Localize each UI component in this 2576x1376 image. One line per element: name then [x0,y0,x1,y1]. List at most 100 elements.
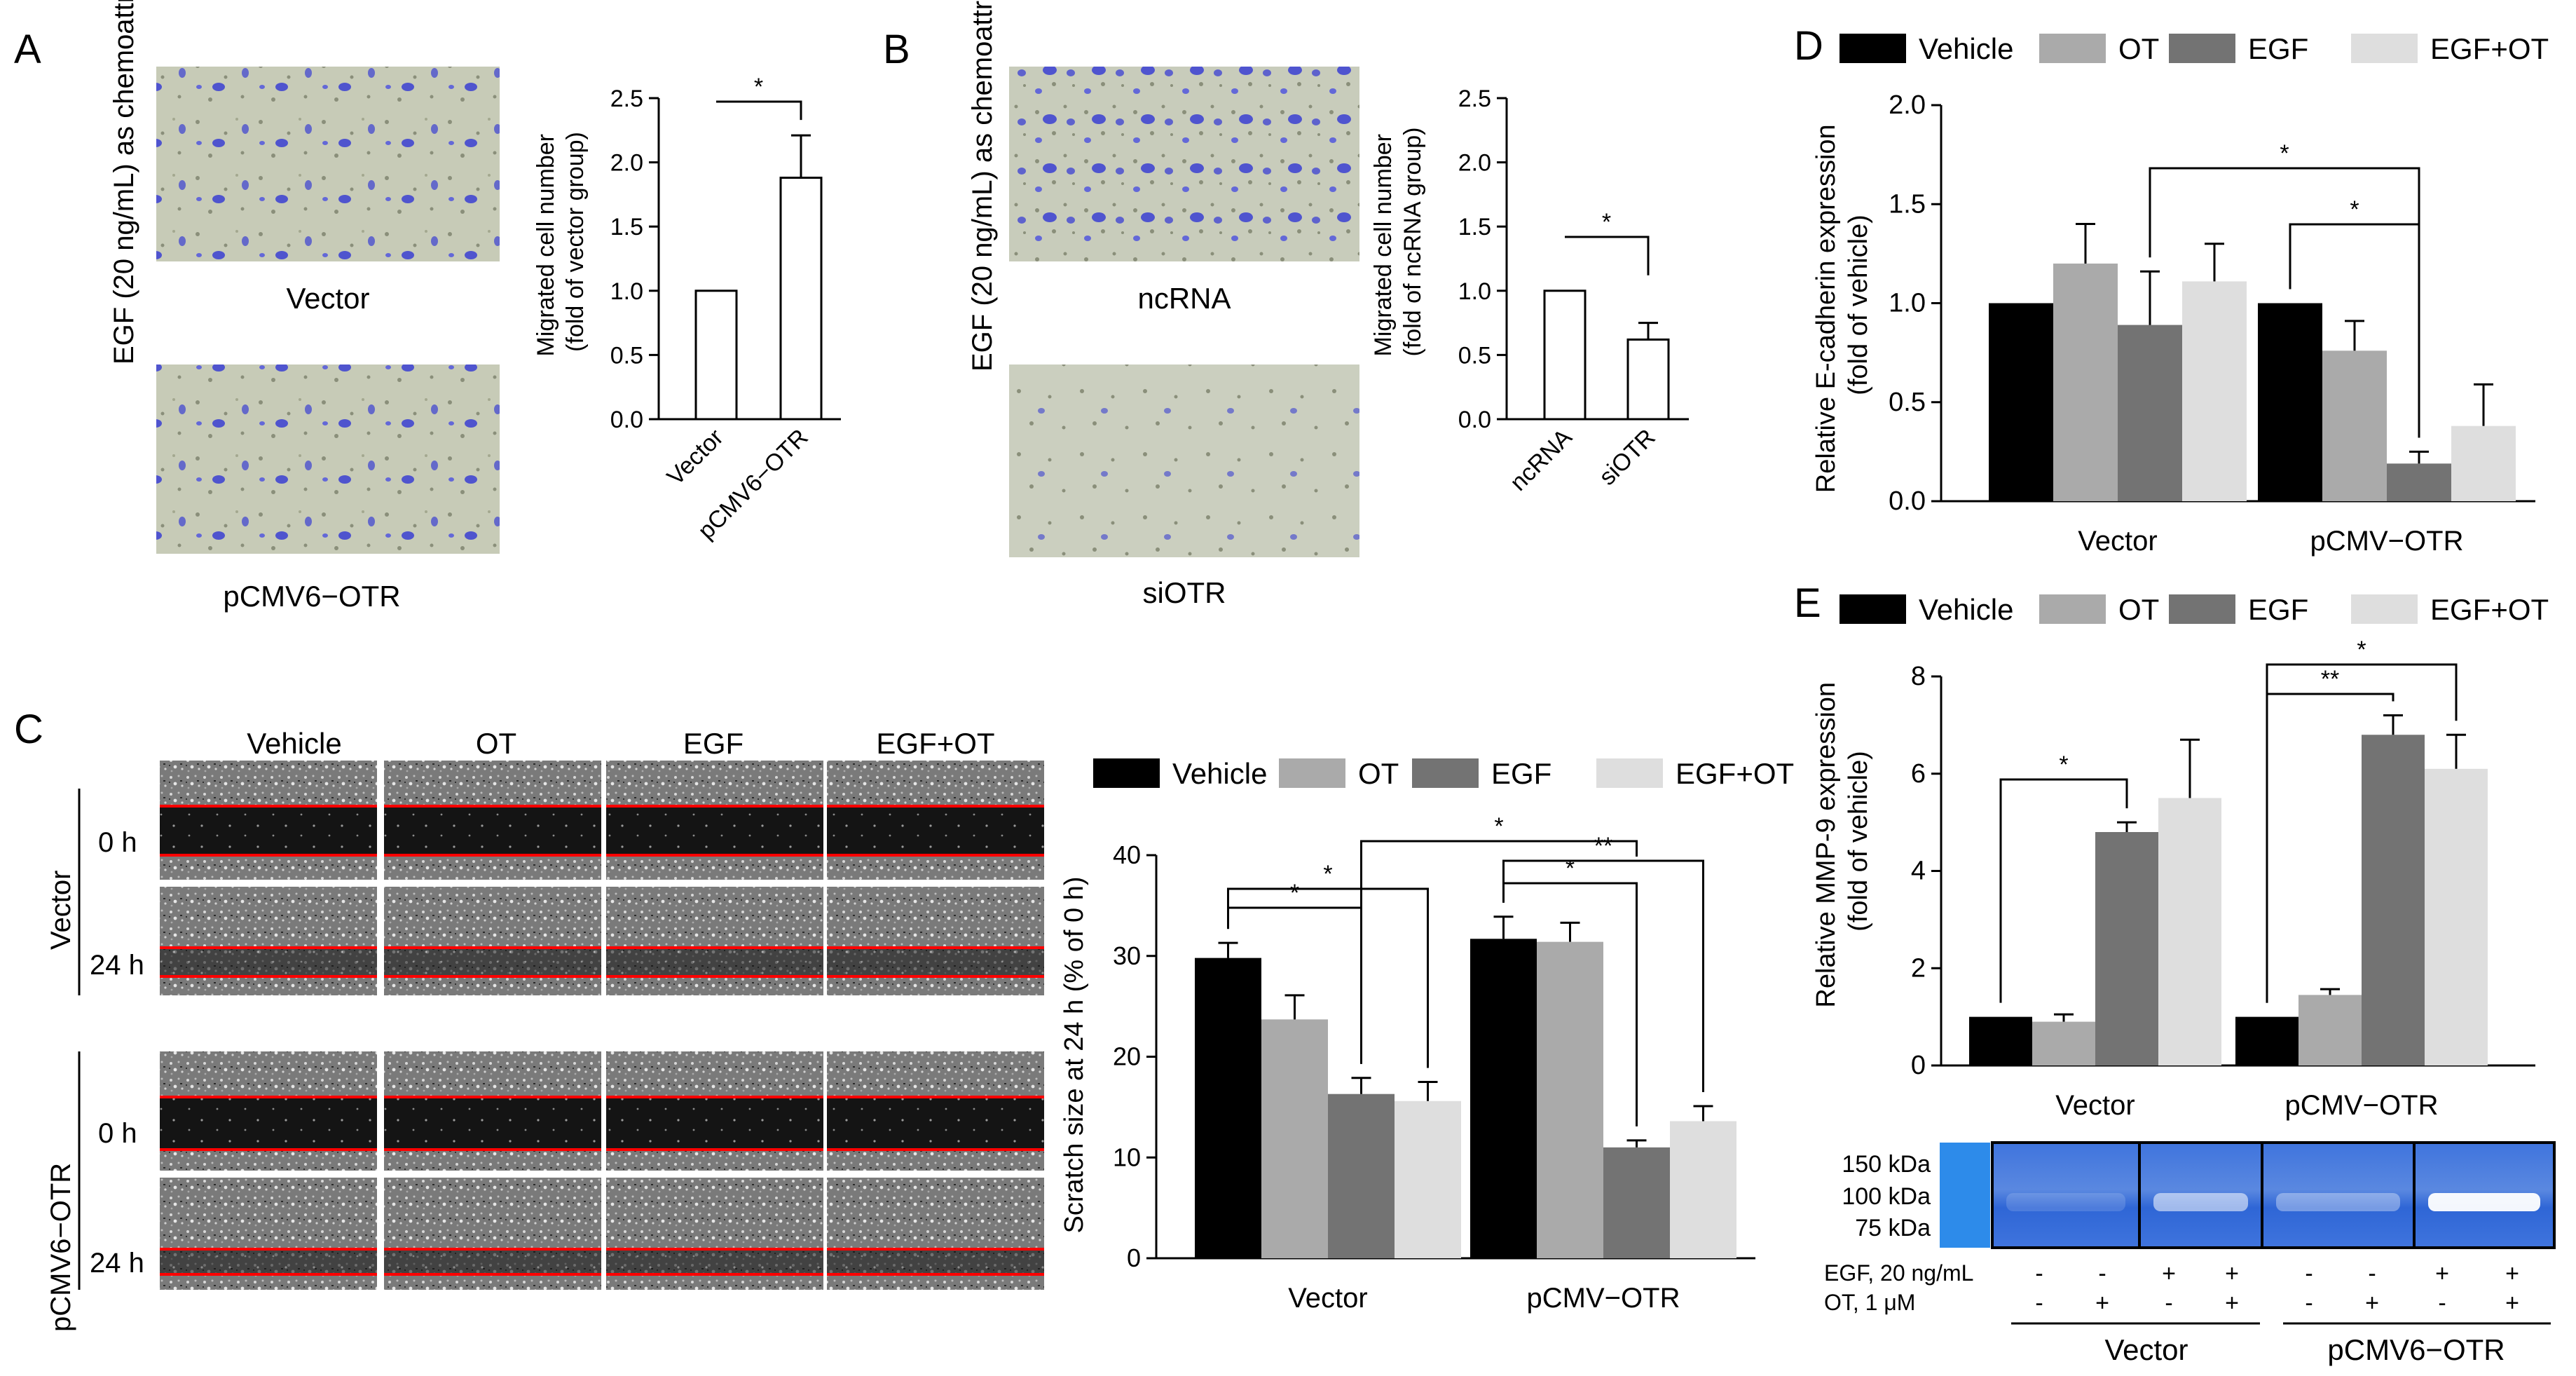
gel-sign-table: - - + + - - + + - + - + - + - + [2035,1260,2519,1316]
panel-c-column-label-vehicle: Vehicle [247,727,341,760]
panel-letter-b: B [883,27,910,72]
sig-c-veh-egfot-vector-label: * [1323,861,1332,887]
panel-c-group-label-otr: pCMV6−OTR [46,1163,76,1332]
bar-egf-otr [2362,735,2425,1065]
y-tick-label: 4 [1911,857,1926,886]
gel-ot-sign: - [2305,1290,2313,1316]
sig-e-veh-egfot-otr [2266,663,2458,1003]
scratch-image-vector-24h-2 [606,887,823,995]
gel-egf-sign: + [2505,1260,2519,1287]
y-tick-label: 2.5 [1458,86,1491,112]
panel-c-time-label-24h-otr: 24 h [90,1248,144,1279]
bar-egf-otr [1603,1147,1670,1258]
sig-c-egf-vector-otr [1360,840,1638,1064]
panel-a-image-vector [156,67,500,261]
gel-group-label-otr: pCMV6−OTR [2327,1333,2505,1366]
panel-letter-a: A [14,27,41,72]
y-tick-label: 1.5 [1458,214,1491,240]
legend-label: EGF+OT [2430,32,2549,65]
chart-c-ylabel: Scratch size at 24 h (% of 0 h) [1060,876,1089,1233]
chart-d-ylabel: Relative E-cadherin expression (fold of … [1811,117,1873,493]
panel-a-side-label: EGF (20 ng/mL) as chemoattractant [109,0,139,365]
y-tick-label: 2.0 [610,150,643,177]
bar-egf-ot-vector [2158,798,2221,1065]
y-tick-label: 10 [1113,1143,1141,1171]
panel-a-image-otr [156,365,500,554]
gel-band-mmp9 [2428,1193,2540,1211]
legend-swatch [1596,758,1663,788]
chart-c-legend: Vehicle OT EGF EGF+OT [1093,757,1794,790]
significance-bracket [1565,236,1650,275]
gel-ot-sign: + [2505,1290,2519,1316]
bar-egf-ot-otr [1670,1121,1736,1258]
y-tick-label: 40 [1113,840,1141,869]
x-tick-label: Vector [662,424,729,491]
sig-e-veh-egf-vector-label: * [2059,751,2068,778]
legend-label: OT [1358,757,1399,790]
legend-label: Vehicle [1172,757,1267,790]
scratch-gap [606,1097,823,1150]
scratch-gap [160,1097,377,1150]
bar-ot-otr [2322,350,2387,501]
x-tick-label: siOTR [1594,424,1661,491]
panel-c-time-label-24h-vector: 24 h [90,950,144,981]
gel-egf-sign: - [2305,1260,2313,1287]
y-tick-label: 1.5 [1889,189,1926,219]
bar-egf-ot-vector [2182,281,2247,501]
legend-swatch [2039,594,2106,624]
bar-egf-vector [2095,832,2158,1065]
legend-swatch [1839,34,1906,63]
gel-band-mmp9 [2276,1193,2400,1211]
scratch-image-vector-24h-3 [827,887,1044,995]
gel-egf-sign: - [2368,1260,2376,1287]
panel-c-column-label-ot: OT [476,727,516,760]
legend-label: OT [2118,593,2159,626]
bar-ot-vector [2032,1021,2095,1065]
bar-egf-vector [1328,1094,1395,1258]
sig-d-veh-egf-otr-label: * [2350,196,2359,223]
chart-b-ylabel: Migrated cell number (fold of ncRNA grou… [1370,128,1426,357]
scratch-gap [827,806,1044,855]
gel-egf-sign: + [2162,1260,2176,1287]
gel-band-mmp9 [2006,1193,2125,1211]
significance-bracket [716,100,802,121]
chart-d-legend: Vehicle OT EGF EGF+OT [1839,32,2549,65]
y-tick-label: 0.0 [610,407,643,433]
bar-vector [694,289,738,421]
legend-swatch [2039,34,2106,63]
y-tick-label: 1.0 [610,278,643,305]
chart-d: 0.0 0.5 1.0 1.5 2.0 Vector pCMV−OTR * * [1889,90,2535,557]
panel-c-group-label-vector: Vector [46,871,76,950]
gel-band-mmp9 [2153,1193,2248,1211]
panel-a-image-label-vector: Vector [286,282,369,315]
scratch-image-grid [160,761,1044,1290]
y-tick-label: 2 [1911,953,1926,983]
sig-e-veh-egfot-otr-label: * [2357,636,2366,663]
legend-label: EGF+OT [1676,757,1794,790]
gel-marker-150: 150 kDa [1842,1151,1931,1178]
scratch-gap [384,1097,601,1150]
bar-vehicle-vector [1989,303,2053,501]
y-tick-label: 0.5 [1889,388,1926,417]
panel-letter-d: D [1794,23,1823,69]
gel-marker-75: 75 kDa [1855,1215,1931,1241]
gel-marker-100: 100 kDa [1842,1183,1931,1210]
gel-lane-group-3 [2261,1141,2416,1249]
bar-egf-ot-otr [2451,425,2516,501]
legend-label: Vehicle [1919,32,2013,65]
y-tick-label: 0.5 [610,342,643,369]
y-tick-label: 0.0 [1889,486,1926,516]
legend-swatch [2169,594,2235,624]
x-category-label: Vector [1288,1283,1367,1314]
y-tick-label: 30 [1113,941,1141,970]
x-category-label: pCMV−OTR [1527,1283,1680,1314]
scratch-gap [160,1249,377,1274]
y-tick-label: 2.0 [1458,150,1491,177]
bar-pcmv6-otr [779,177,823,421]
y-tick-label: 0.0 [1458,407,1491,433]
y-tick-label: 0 [1911,1051,1926,1080]
gel-ot-sign: + [2095,1290,2109,1316]
panel-b-image-label-siotr: siOTR [1143,576,1226,609]
